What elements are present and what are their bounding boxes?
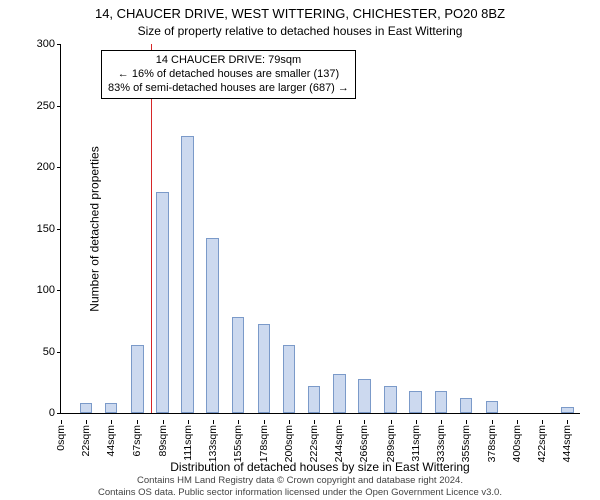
- x-tick-label: 178sqm: [258, 425, 270, 462]
- histogram-bar: [181, 136, 194, 413]
- x-tick-mark: [289, 420, 290, 424]
- x-tick-label: 22sqm: [80, 425, 92, 457]
- histogram-bar: [131, 345, 144, 413]
- footer-attribution: Contains HM Land Registry data © Crown c…: [0, 475, 600, 498]
- annotation-line2: ← 16% of detached houses are smaller (13…: [108, 68, 349, 82]
- y-tick-label: 50: [19, 346, 61, 358]
- x-tick-mark: [391, 420, 392, 424]
- histogram-bar: [308, 386, 321, 413]
- x-tick-label: 355sqm: [460, 425, 472, 462]
- x-tick-label: 0sqm: [55, 425, 67, 451]
- x-tick-label: 222sqm: [308, 425, 320, 462]
- y-tick-label: 100: [19, 284, 61, 296]
- x-tick-mark: [238, 420, 239, 424]
- x-tick-mark: [339, 420, 340, 424]
- histogram-bar: [409, 391, 422, 413]
- x-axis-label: Distribution of detached houses by size …: [60, 460, 580, 474]
- plot-area: 050100150200250300 0sqm22sqm44sqm67sqm89…: [60, 44, 580, 414]
- footer-line2: Contains OS data. Public sector informat…: [0, 487, 600, 498]
- x-tick-mark: [567, 420, 568, 424]
- x-tick-label: 200sqm: [283, 425, 295, 462]
- y-tick-mark: [57, 413, 61, 414]
- x-tick-mark: [111, 420, 112, 424]
- x-tick-label: 111sqm: [182, 425, 194, 461]
- x-tick-label: 133sqm: [207, 425, 219, 462]
- histogram-bar: [105, 403, 118, 413]
- x-tick-label: 266sqm: [358, 425, 370, 462]
- x-tick-mark: [163, 420, 164, 424]
- chart-subtitle: Size of property relative to detached ho…: [0, 24, 600, 38]
- x-tick-mark: [137, 420, 138, 424]
- y-tick-label: 150: [19, 223, 61, 235]
- histogram-bar: [561, 407, 574, 413]
- histogram-bar: [156, 192, 169, 413]
- histogram-bar: [283, 345, 296, 413]
- reference-line: [151, 44, 152, 413]
- x-tick-label: 378sqm: [486, 425, 498, 462]
- x-tick-label: 444sqm: [561, 425, 573, 462]
- figure: 14, CHAUCER DRIVE, WEST WITTERING, CHICH…: [0, 0, 600, 500]
- x-tick-label: 289sqm: [385, 425, 397, 462]
- x-tick-label: 244sqm: [333, 425, 345, 462]
- histogram-bar: [333, 374, 346, 413]
- histogram-bar: [232, 317, 245, 413]
- x-tick-label: 400sqm: [511, 425, 523, 462]
- histogram-bar: [486, 401, 499, 413]
- x-tick-mark: [466, 420, 467, 424]
- histogram-bar: [384, 386, 397, 413]
- y-tick-label: 300: [19, 38, 61, 50]
- y-tick-label: 250: [19, 100, 61, 112]
- histogram-bar: [460, 398, 473, 413]
- y-tick-label: 0: [19, 407, 61, 419]
- histogram-bar: [206, 238, 219, 413]
- x-tick-mark: [213, 420, 214, 424]
- annotation-box: 14 CHAUCER DRIVE: 79sqm ← 16% of detache…: [101, 50, 356, 99]
- x-tick-label: 155sqm: [232, 425, 244, 462]
- x-tick-label: 422sqm: [536, 425, 548, 462]
- x-tick-mark: [61, 420, 62, 424]
- x-tick-mark: [188, 420, 189, 424]
- x-tick-label: 333sqm: [435, 425, 447, 462]
- histogram-bar: [435, 391, 448, 413]
- footer-line1: Contains HM Land Registry data © Crown c…: [0, 475, 600, 486]
- x-tick-mark: [264, 420, 265, 424]
- x-tick-label: 311sqm: [410, 425, 422, 462]
- x-tick-label: 67sqm: [131, 425, 143, 457]
- x-tick-mark: [492, 420, 493, 424]
- bars-group: [61, 44, 580, 413]
- x-tick-mark: [441, 420, 442, 424]
- x-tick-mark: [314, 420, 315, 424]
- annotation-line3: 83% of semi-detached houses are larger (…: [108, 82, 349, 96]
- y-tick-label: 200: [19, 161, 61, 173]
- x-tick-label: 89sqm: [157, 425, 169, 457]
- x-tick-label: 44sqm: [105, 425, 117, 457]
- histogram-bar: [358, 379, 371, 413]
- x-tick-mark: [517, 420, 518, 424]
- x-tick-mark: [86, 420, 87, 424]
- x-tick-mark: [364, 420, 365, 424]
- chart-title: 14, CHAUCER DRIVE, WEST WITTERING, CHICH…: [0, 6, 600, 21]
- histogram-bar: [258, 324, 271, 413]
- x-tick-mark: [416, 420, 417, 424]
- annotation-line1: 14 CHAUCER DRIVE: 79sqm: [108, 54, 349, 68]
- x-tick-mark: [542, 420, 543, 424]
- histogram-bar: [80, 403, 93, 413]
